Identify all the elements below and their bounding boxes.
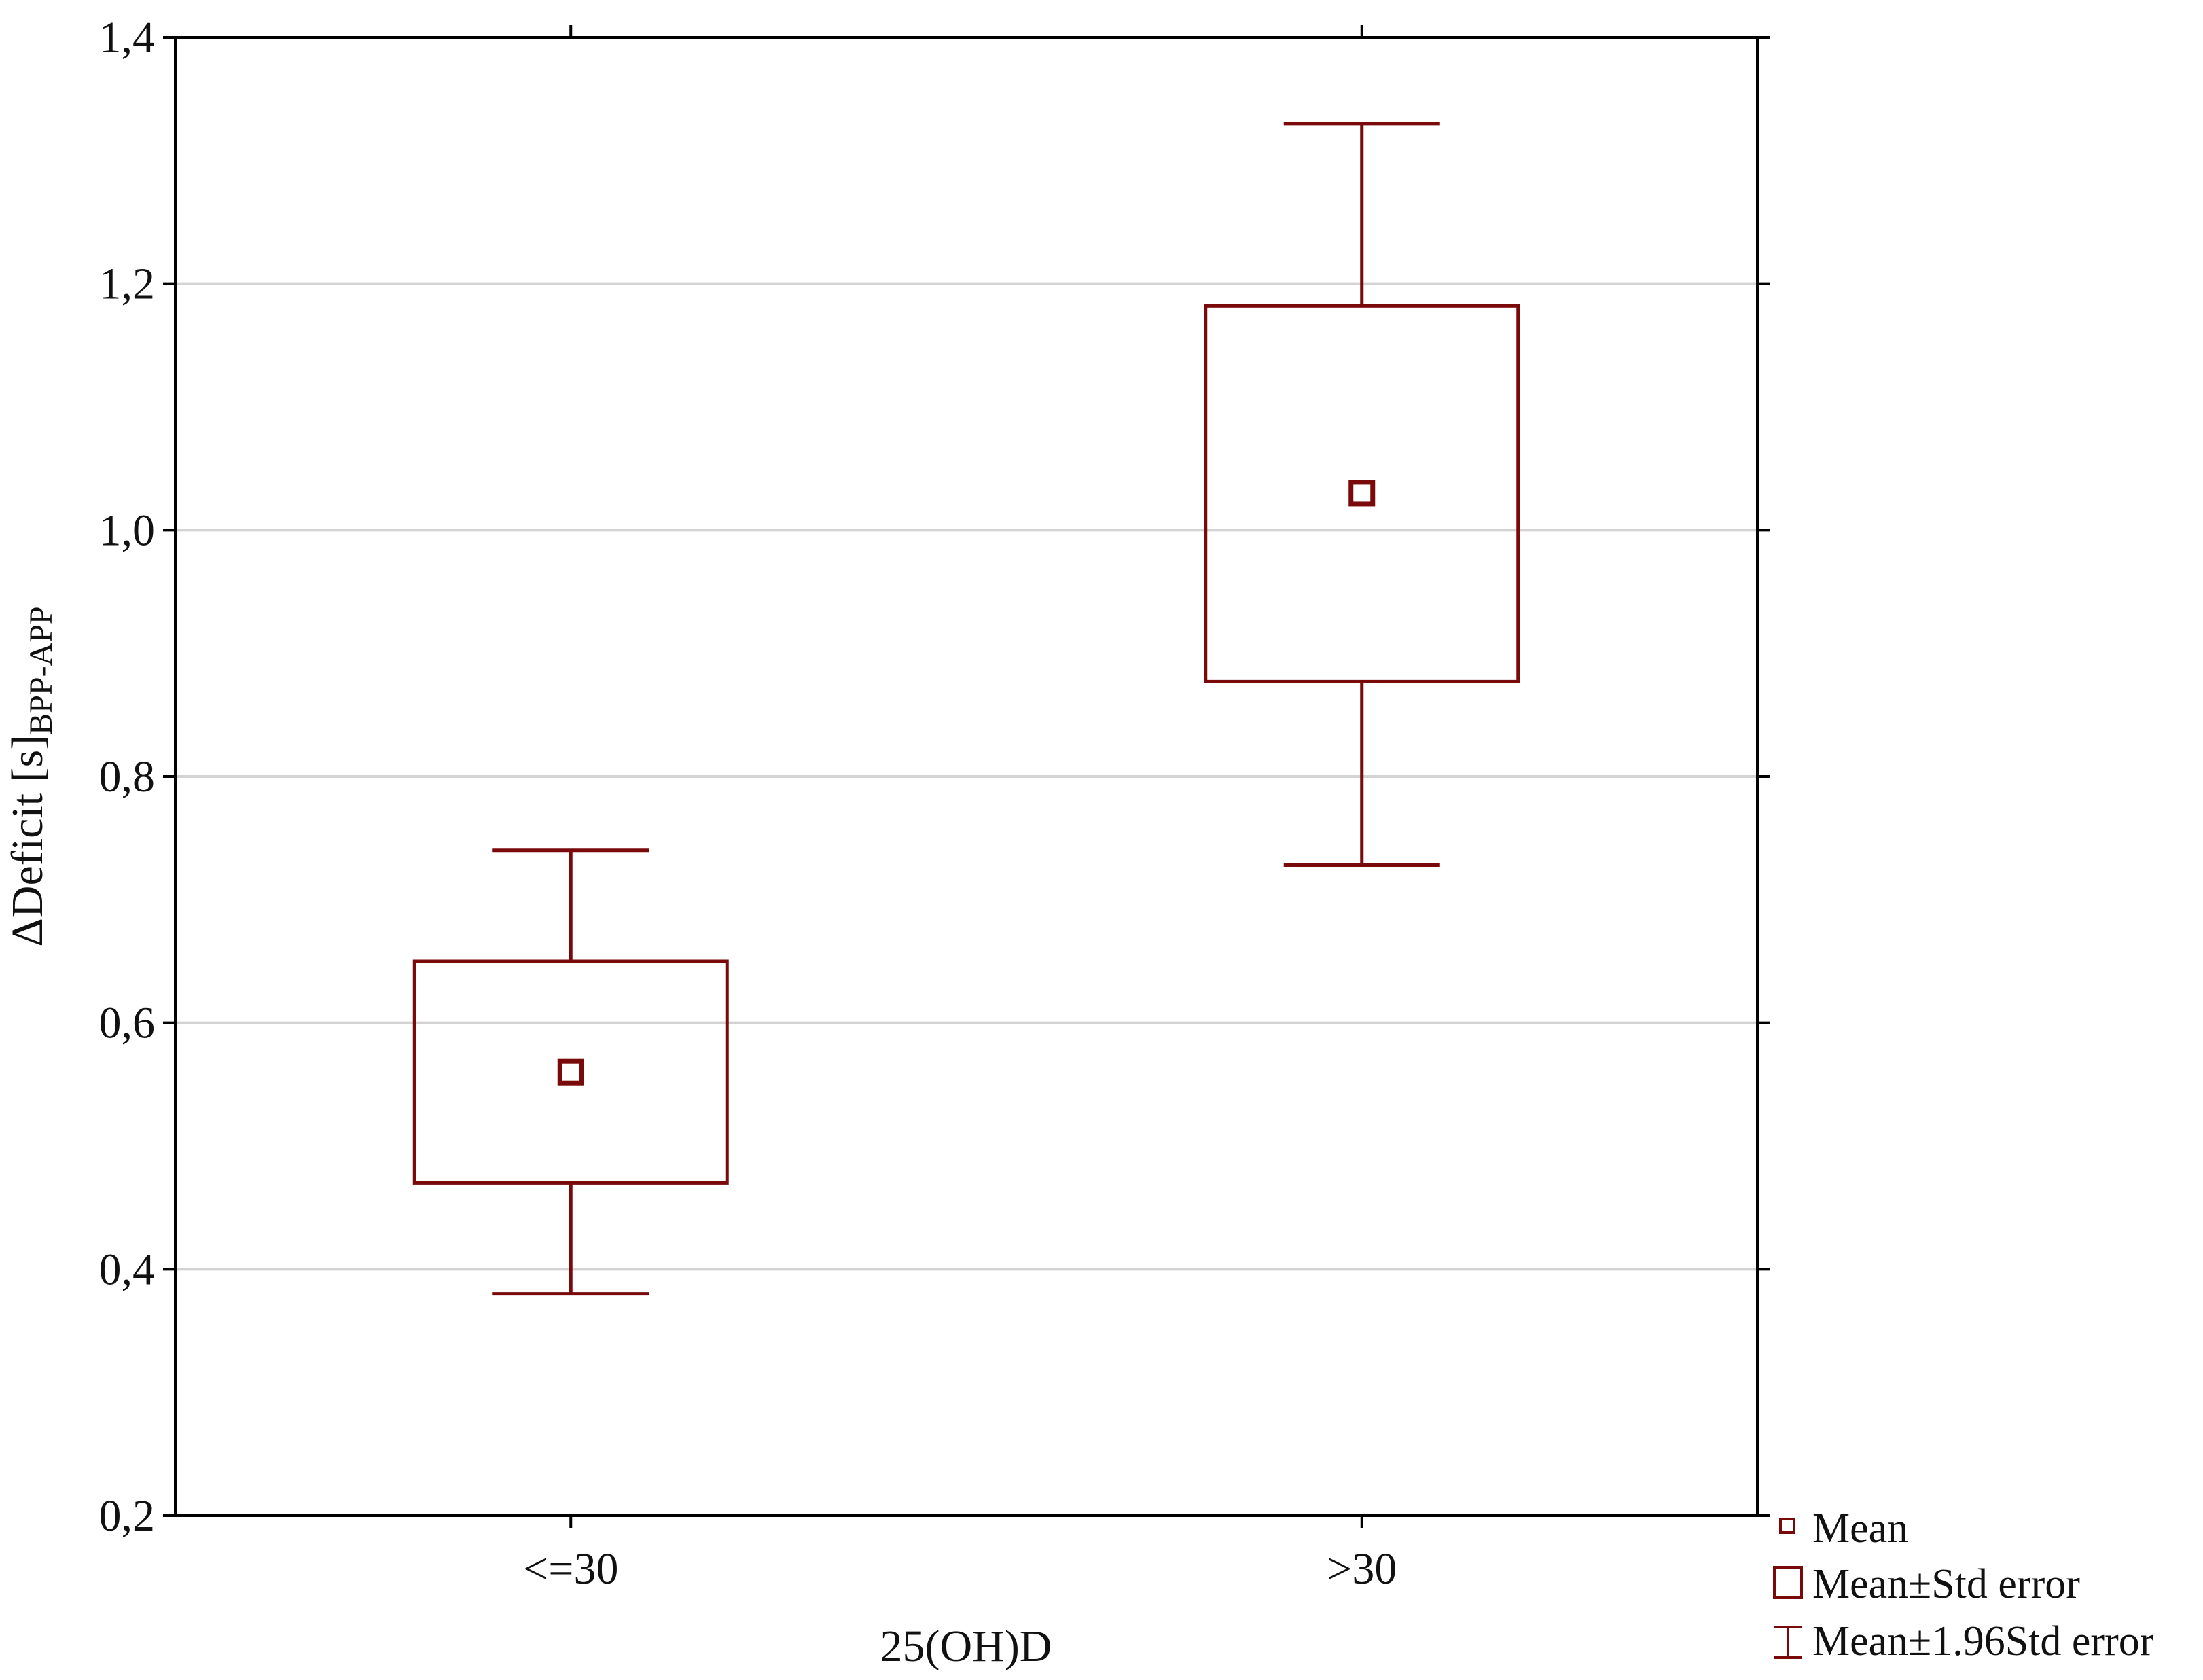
x-tick-label: >30 <box>1327 1544 1397 1594</box>
box-group <box>412 848 729 1296</box>
mean-marker <box>557 1058 584 1086</box>
legend-label-mean: Mean <box>1812 1505 1908 1552</box>
std-error-box <box>412 959 729 1185</box>
mean-marker <box>1348 480 1376 507</box>
legend: Mean Mean±Std error Mean±1.96Std error <box>1773 1505 2154 1664</box>
std-error-box <box>1204 304 1520 683</box>
y-tick-label: 1,4 <box>99 13 156 62</box>
y-tick-label: 0,6 <box>99 999 156 1048</box>
legend-box-marker <box>1773 1566 1803 1599</box>
x-tick-label: <=30 <box>523 1544 618 1594</box>
legend-label-std-error: Mean±Std error <box>1812 1561 2080 1607</box>
y-tick-label: 1,0 <box>99 505 156 555</box>
legend-item-196-std-error: Mean±1.96Std error <box>1774 1618 2154 1664</box>
y-tick-label: 0,4 <box>99 1245 156 1294</box>
legend-item-std-error: Mean±Std error <box>1773 1561 2080 1607</box>
legend-label-196-std-error: Mean±1.96Std error <box>1812 1618 2154 1664</box>
box-group <box>1204 122 1520 868</box>
grid-lines <box>175 282 1757 1271</box>
y-tick-label: 0,8 <box>99 752 156 802</box>
y-axis-title: ΔDeficit [s]BPP-APP <box>3 606 59 946</box>
box-series <box>412 122 1520 1296</box>
legend-whisker-marker <box>1774 1626 1802 1659</box>
y-axis-title-subscript: BPP-APP <box>23 606 59 734</box>
y-tick-label: 1,2 <box>99 260 156 309</box>
legend-mean-marker <box>1779 1518 1795 1534</box>
y-tick-label: 0,2 <box>99 1491 156 1541</box>
y-axis-title-main: ΔDeficit [s] <box>3 735 52 947</box>
x-axis-title: 25(OH)D <box>880 1622 1052 1671</box>
legend-item-mean: Mean <box>1779 1505 1908 1552</box>
y-axis-ticks: 0,2 0,4 0,6 0,8 1,0 1,2 1,4 <box>99 13 1770 1541</box>
x-axis-ticks: <=30 >30 <box>523 25 1397 1594</box>
